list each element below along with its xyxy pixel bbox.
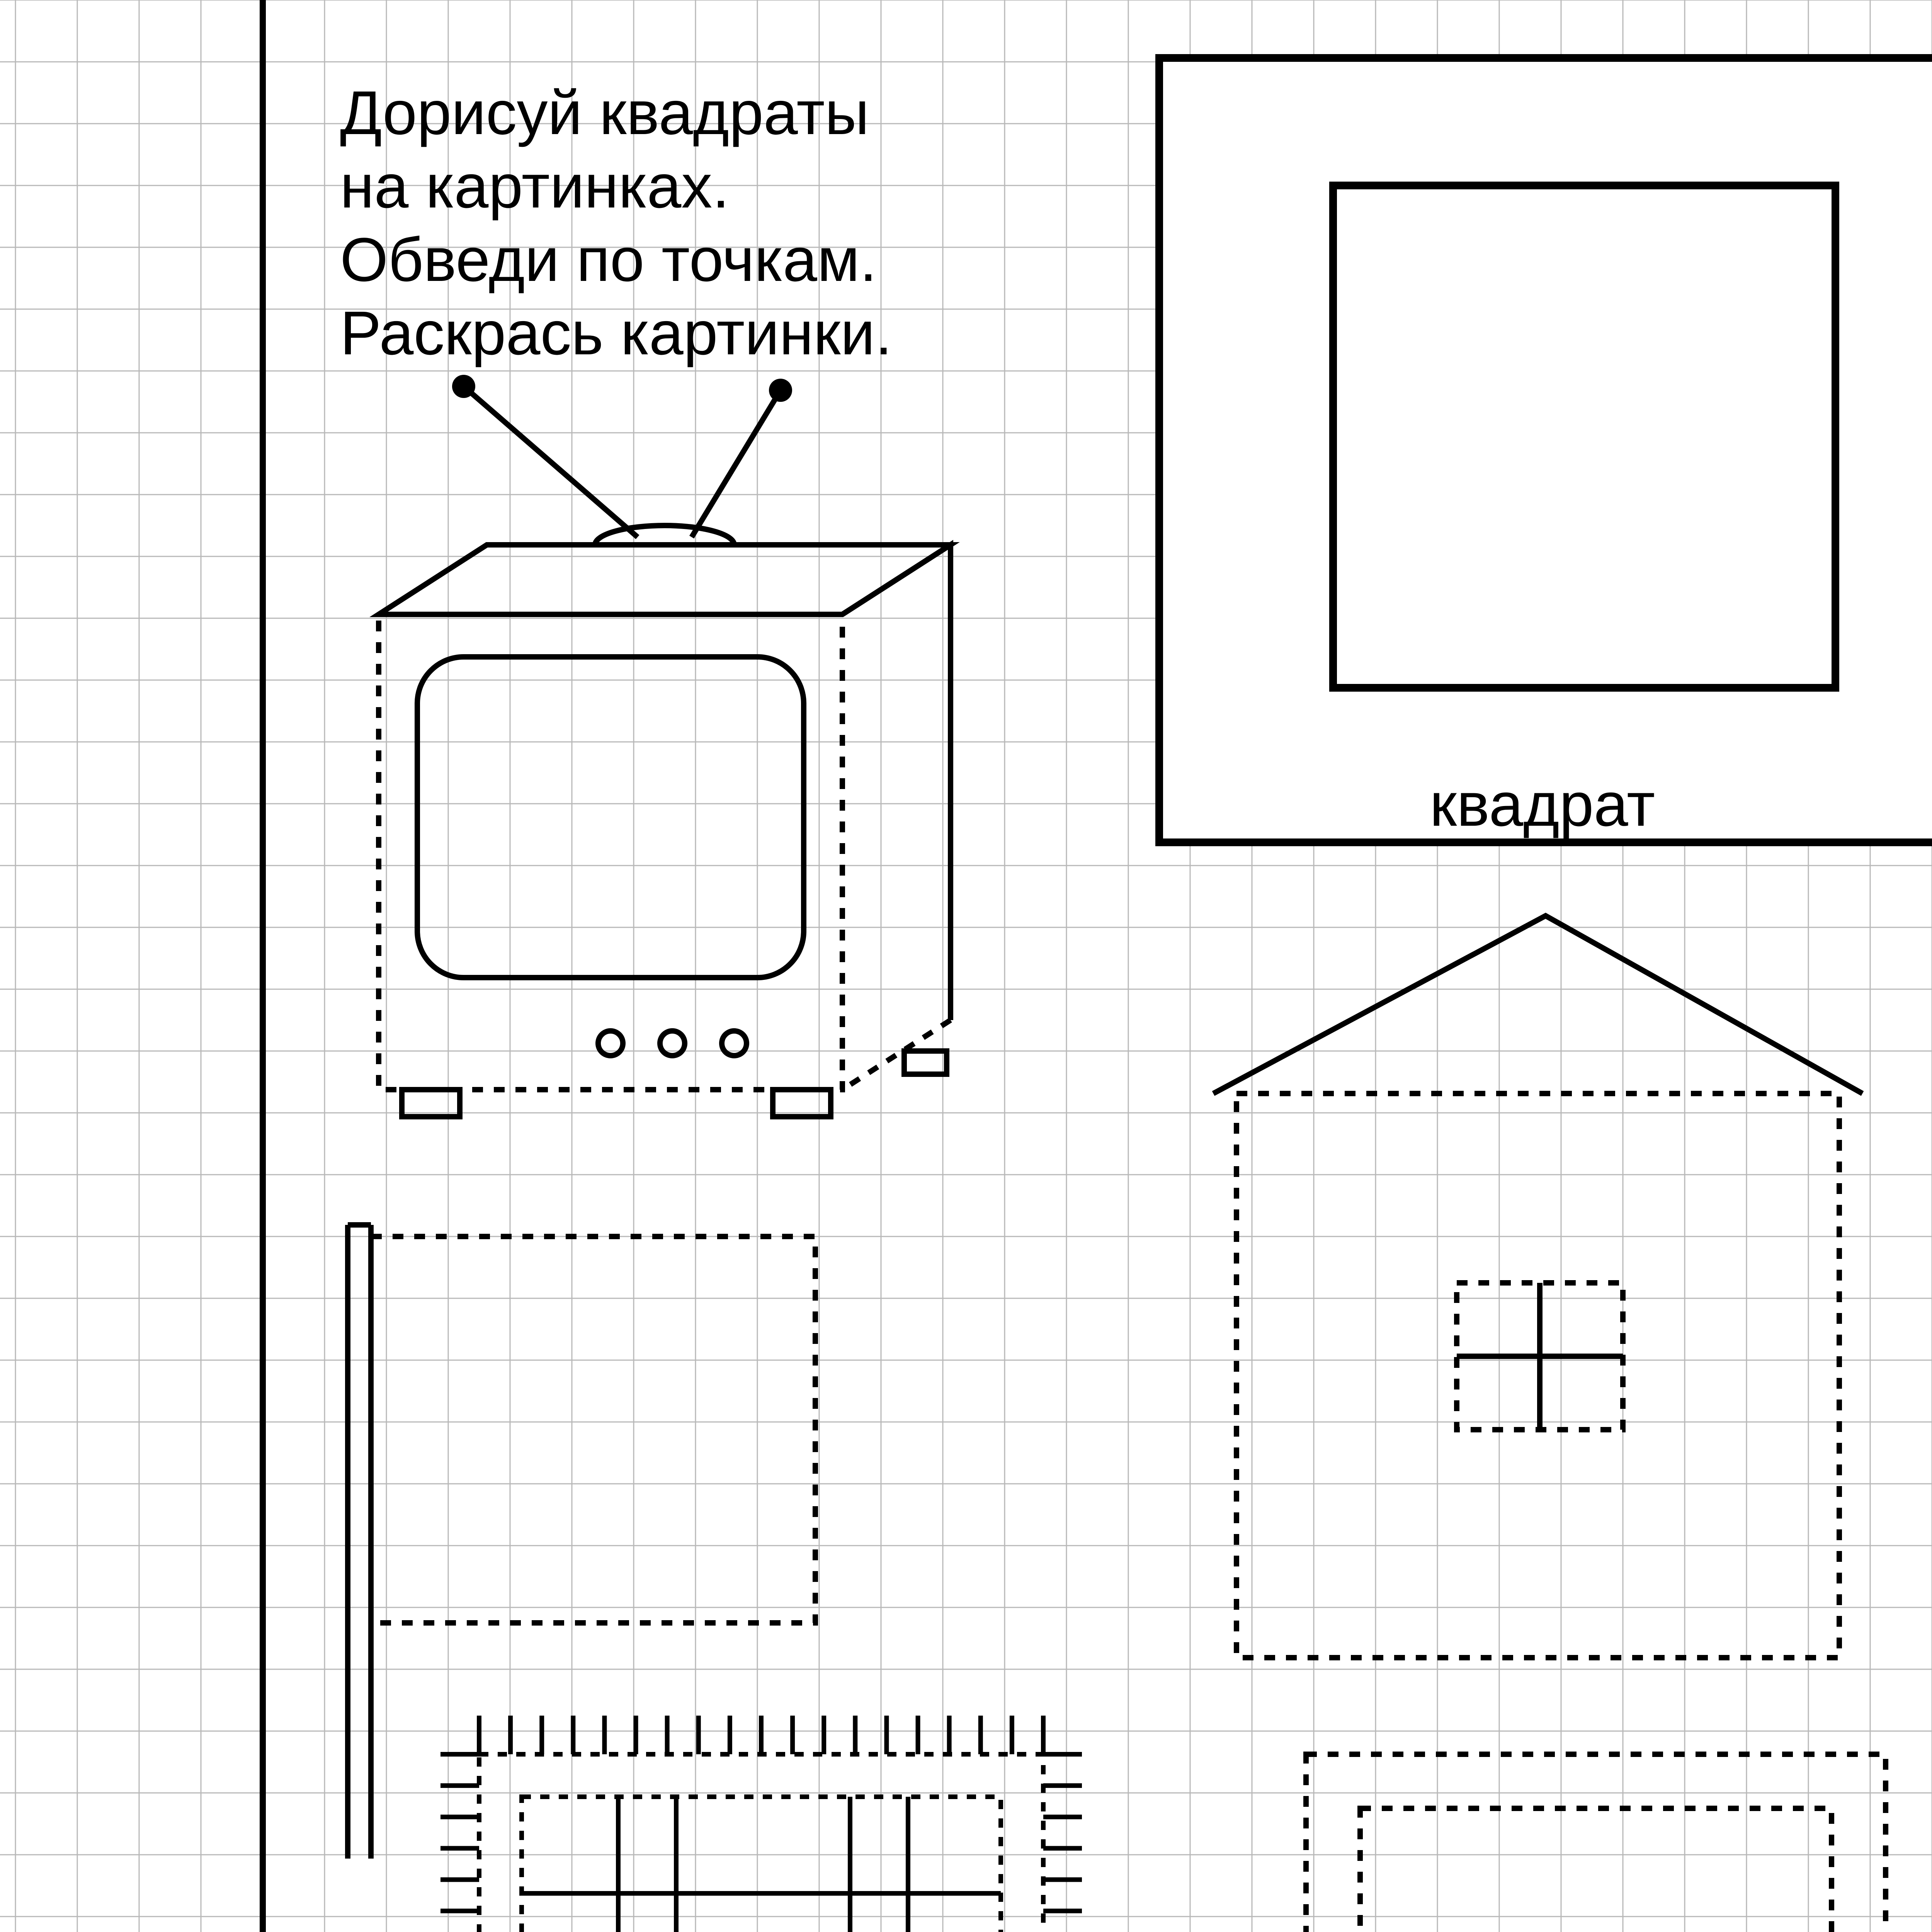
worksheet-page: Дорисуй квадраты на картинках. Обведи по… bbox=[0, 0, 1932, 1932]
square-label: квадрат bbox=[1430, 769, 1655, 840]
worksheet-canvas bbox=[0, 0, 1932, 1932]
instruction-line-2: на картинках. bbox=[340, 151, 730, 222]
instruction-line-1: Дорисуй квадраты bbox=[340, 77, 869, 148]
instruction-line-3: Обведи по точкам. bbox=[340, 224, 877, 295]
instruction-line-4: Раскрась картинки. bbox=[340, 298, 892, 369]
